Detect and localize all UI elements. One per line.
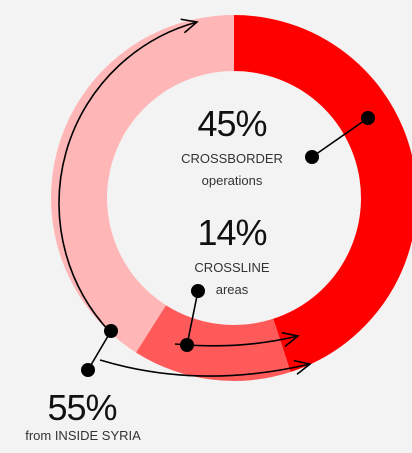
crossborder-leader-dot-2: [305, 150, 319, 164]
crossline-label-line2: areas: [215, 282, 249, 297]
inside-syria-leader-line: [87, 330, 112, 371]
outer-bottom-arrow: [99, 359, 312, 377]
crossline-leader-line: [186, 290, 199, 346]
inside-syria-arrow: [58, 18, 199, 333]
crossborder-percent: 45%: [197, 103, 267, 144]
crossline-leader-dot-2: [180, 338, 194, 352]
crossborder-segment: [234, 15, 412, 373]
inside-syria-leader-dot-2: [81, 363, 95, 377]
crossline-leader-dot-1: [191, 284, 205, 298]
crossline-percent: 14%: [197, 212, 267, 253]
crossborder-label-line1: CROSSBORDER: [181, 151, 283, 166]
inside-syria-leader-dot-1: [104, 324, 118, 338]
crossborder-label-line2: operations: [201, 173, 263, 188]
inside-syria-percent: 55%: [47, 387, 117, 428]
inside-syria-segment: [51, 15, 234, 353]
crossline-segment: [135, 305, 291, 381]
inside-syria-label: from INSIDE SYRIA: [25, 428, 141, 443]
crossline-label-line1: CROSSLINE: [194, 260, 270, 275]
crossborder-leader-line: [311, 117, 369, 158]
crossborder-leader-dot-1: [361, 111, 375, 125]
